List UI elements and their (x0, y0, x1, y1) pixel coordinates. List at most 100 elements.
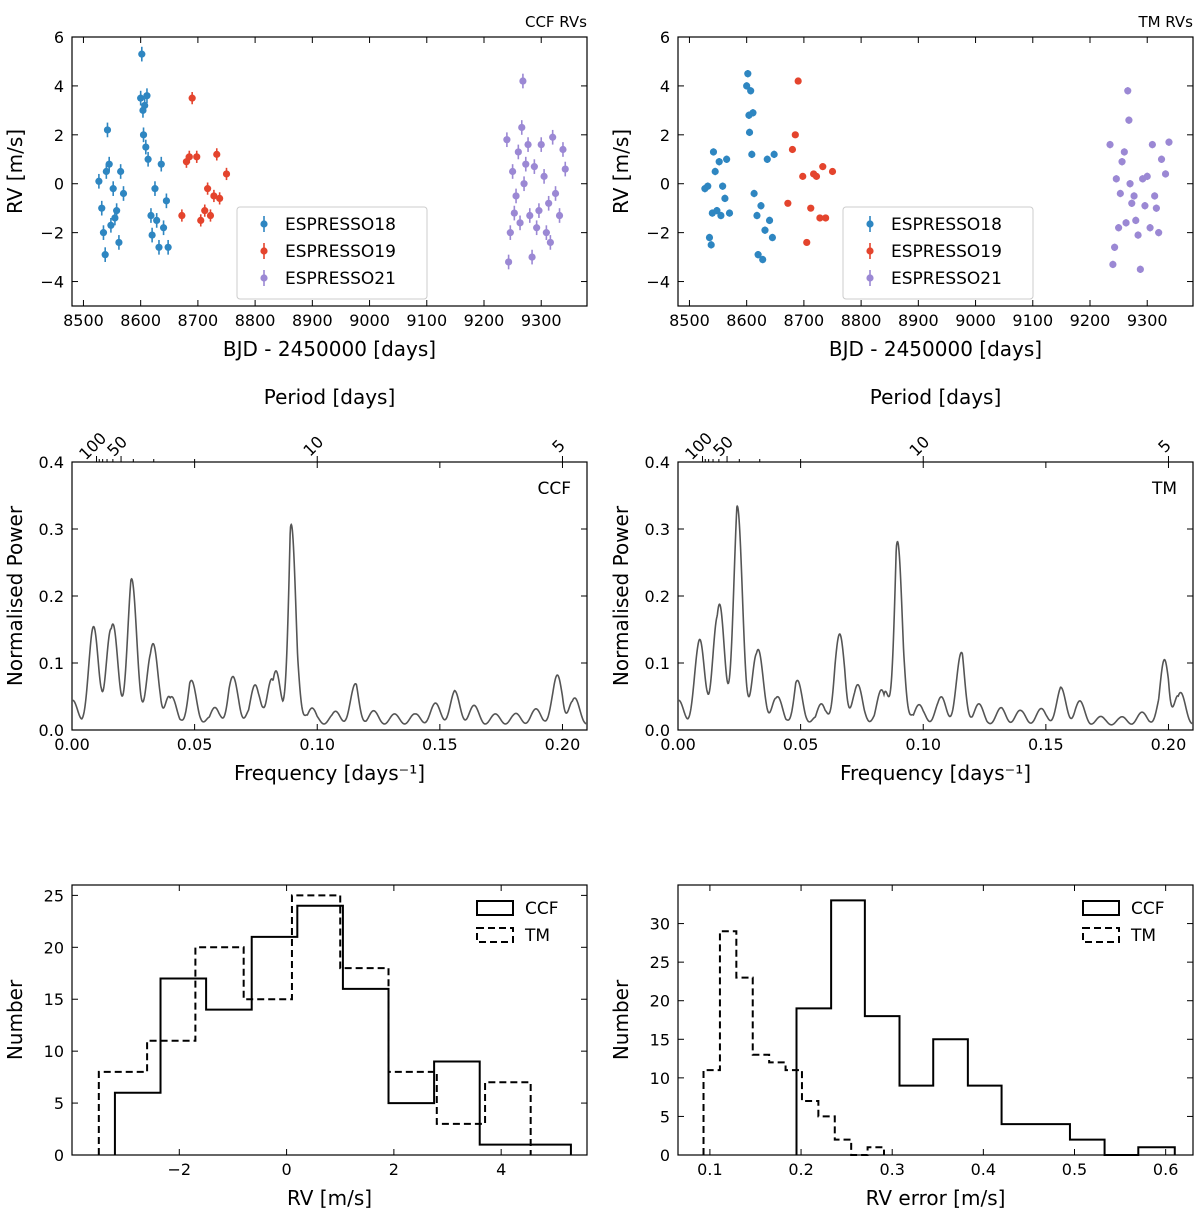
rv_ccf-point (204, 185, 212, 193)
gls_tm-period-tick-label: 5 (1154, 436, 1175, 457)
rv_tm-point (791, 131, 799, 139)
gls_ccf-xtick-label: 0.20 (545, 735, 581, 754)
rv_ccf-point (141, 101, 149, 110)
hist_rv-axes: −2 0 2 4 0 5 10 15 20 25 RV [m/s] Number CCF TM (3, 884, 588, 1210)
rv_tm-point (744, 70, 752, 78)
hist_err-xtick-label: 0.3 (879, 1160, 904, 1179)
rv_tm-point (711, 167, 719, 176)
rv_tm-frame (677, 36, 1194, 307)
rv_ccf-point (526, 211, 534, 220)
hist_rv-legend-label: TM (524, 926, 550, 946)
gls_tm-axes: 0.00 0.05 0.10 0.15 0.20 0.0 0.1 0.2 0.3 0.4 Frequ… (609, 385, 1194, 785)
rv_tm-point (794, 77, 802, 85)
rv_tm-xtick-label: 9300 (1127, 311, 1168, 330)
hist_rv-ytick-label: 25 (44, 886, 64, 905)
rv_ccf-xtick-label: 8800 (235, 311, 276, 330)
gls_ccf-ytick-label: 0.1 (39, 654, 64, 673)
rv_tm-point (819, 163, 827, 171)
hist_err-xtick-label: 0.2 (788, 1160, 813, 1179)
rv_ccf-point (105, 160, 113, 168)
rv_tm-point (747, 87, 755, 95)
rv_tm-xtick-label: 8600 (726, 311, 767, 330)
gls_ccf-ytick-label: 0.4 (39, 453, 64, 472)
rv_tm-series-ESPRESSO21 (1106, 87, 1173, 273)
hist_err-ytick-label: 10 (650, 1069, 670, 1088)
rv_ccf-point (98, 204, 106, 212)
hist_err-legend-label: TM (1130, 926, 1156, 946)
rv_tm-series-ESPRESSO19 (784, 77, 837, 247)
rv_ccf-xtick-label: 8900 (292, 311, 333, 330)
rv_ccf-point (537, 141, 545, 149)
hist_rv-frame (71, 884, 588, 1156)
rv_ccf-point (535, 207, 543, 215)
rv_ccf-point (542, 229, 550, 237)
gls_ccf-top-xlabel: Period [days] (264, 385, 396, 409)
rv_ccf-series-ESPRESSO21 (503, 73, 569, 270)
rv_ccf-legend-label: ESPRESSO18 (285, 215, 396, 235)
rv_ccf-series-ESPRESSO18 (95, 46, 172, 262)
rv_tm-legend: ESPRESSO18 ESPRESSO19 ESPRESSO21 (842, 206, 1034, 300)
rv_ccf-point (142, 143, 150, 151)
rv_ccf-point (545, 199, 553, 207)
gls_ccf-period-tick-label: 50 (103, 432, 131, 460)
rv_ccf-ytick-label: 2 (54, 126, 64, 145)
gls_ccf-xtick-label: 0.00 (54, 735, 90, 754)
rv_tm-point (1143, 172, 1151, 180)
rv_ccf-point (512, 192, 520, 200)
gls_ccf-ylabel: Normalised Power (3, 505, 27, 686)
hist_rv-xtick-label: 2 (389, 1160, 399, 1179)
rv_ccf-ytick-label: 6 (54, 28, 64, 47)
rv_ccf-ytick-label: −4 (40, 273, 64, 292)
rv_ccf-legend-marker (260, 220, 268, 228)
rv_tm-ytick-label: −4 (646, 273, 670, 292)
rv_tm-point (1136, 265, 1144, 273)
rv_tm-point (768, 233, 777, 242)
rv_ccf-point (193, 153, 201, 161)
rv_ccf-ytick-label: −2 (40, 224, 64, 243)
gls_tm-xlabel: Frequency [days⁻¹] (840, 761, 1031, 785)
rv_tm-point (1134, 231, 1142, 239)
rv_tm-xtick-label: 8800 (841, 311, 882, 330)
rv_tm-point (759, 255, 767, 264)
gls_ccf-axes: 0.00 0.05 0.10 0.15 0.20 0.0 0.1 0.2 0.3 0.4 Frequ… (3, 385, 588, 785)
rv_tm-legend-label: ESPRESSO21 (891, 269, 1002, 289)
rv_tm-point (1111, 243, 1119, 251)
rv_tm-point (1120, 148, 1128, 156)
rv_ccf-point (159, 224, 168, 232)
hist_err-ytick-label: 25 (650, 953, 670, 972)
rv_tm-point (1161, 170, 1170, 178)
rv_tm-point (750, 189, 758, 198)
gls_tm-ytick-label: 0.3 (645, 520, 670, 539)
rv_tm-point (1109, 260, 1117, 269)
rv_ccf-point (151, 185, 159, 193)
rv_tm-legend-marker (866, 247, 874, 255)
hist_rv-xtick-label: 0 (281, 1160, 291, 1179)
gls_ccf-xlabel: Frequency [days⁻¹] (234, 761, 425, 785)
rv_tm-point (1106, 141, 1114, 149)
gls_ccf-period-tick-label: 10 (299, 432, 327, 460)
rv_ccf-point (533, 224, 541, 232)
rv_ccf-legend-box (236, 206, 428, 300)
rv_ccf-point (213, 150, 221, 158)
rv_tm-point (812, 172, 821, 180)
hist_err-ylabel: Number (609, 979, 633, 1060)
rv_tm-series-ESPRESSO18 (701, 70, 778, 264)
rv_ccf-point (101, 251, 109, 259)
rv_ccf-point (162, 197, 171, 205)
hist_err-legend-swatch (1082, 900, 1120, 916)
gls_tm-xtick-label: 0.20 (1151, 735, 1187, 754)
rv_ccf-point (524, 141, 532, 149)
rv_tm-point (721, 194, 729, 202)
rv_ccf-xtick-label: 8500 (63, 311, 104, 330)
rv_tm-point (725, 209, 734, 217)
gls_ccf-ytick-label: 0.0 (39, 721, 64, 740)
gls_tm-xtick-label: 0.05 (783, 735, 819, 754)
rv_tm-point (807, 204, 815, 212)
hist_rv-xtick-label: 4 (496, 1160, 506, 1179)
rv_tm-point (709, 148, 718, 156)
rv_ccf-point (506, 229, 514, 237)
hist_rv-xlabel: RV [m/s] (287, 1186, 372, 1210)
rv_ccf-legend: ESPRESSO18 ESPRESSO19 ESPRESSO21 (236, 206, 428, 300)
rv_tm-point (745, 128, 754, 136)
rv_ccf-point (551, 189, 560, 198)
